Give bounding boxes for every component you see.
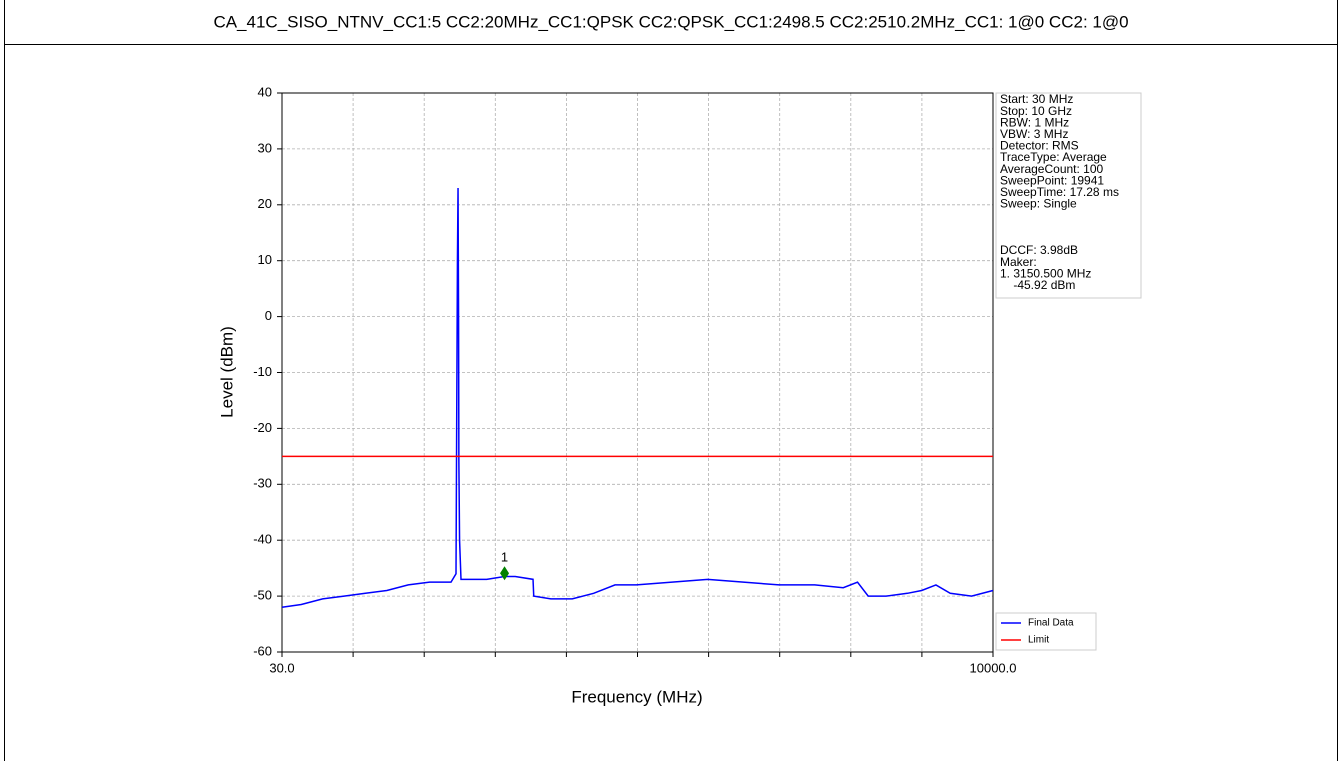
y-tick-label: 0 [265,308,272,323]
info-line: Stop: 10 GHz [1000,104,1072,118]
info-line: Maker: [1000,255,1037,269]
plot-frame [281,92,994,653]
y-tick-label: -60 [253,643,272,658]
legend-box [995,612,1097,651]
x-tick-label: 30.0 [269,660,294,675]
info-line: VBW: 3 MHz [1000,127,1068,141]
info-line: AverageCount: 100 [1000,162,1104,176]
info-line: SweepTime: 17.28 ms [1000,185,1119,199]
y-tick-label: 30 [258,140,272,155]
series-line [281,188,994,609]
info-line: -45.92 dBm [1000,278,1075,292]
info-box [995,92,1142,299]
info-line: TraceType: Average [1000,150,1107,164]
info-line: DCCF: 3.98dB [1000,243,1078,257]
y-tick-label: -40 [253,532,272,547]
y-tick-label: 10 [258,252,272,267]
frame [4,0,1338,761]
info-line: RBW: 1 MHz [1000,115,1069,129]
x-tick-label: 10000.0 [970,660,1017,675]
y-tick-label: -50 [253,588,272,603]
y-tick-label: 20 [258,196,272,211]
y-tick-label: -20 [253,420,272,435]
y-tick-label: -30 [253,476,272,491]
y-axis-label: Level (dBm) [217,326,236,418]
legend-label: Limit [1028,635,1049,646]
marker-label: 1 [501,550,508,565]
info-line: Detector: RMS [1000,139,1079,153]
y-tick-label: -10 [253,364,272,379]
info-line: Sweep: Single [1000,197,1077,211]
info-line: 1. 3150.500 MHz [1000,266,1091,280]
marker [500,566,510,581]
y-tick-label: 40 [258,84,272,99]
header-title: CA_41C_SISO_NTNV_CC1:5 CC2:20MHz_CC1:QPS… [213,12,1128,31]
x-axis-label: Frequency (MHz) [571,687,702,706]
info-line: Start: 30 MHz [1000,92,1073,106]
info-line: SweepPoint: 19941 [1000,173,1104,187]
legend-label: Final Data [1028,618,1074,629]
